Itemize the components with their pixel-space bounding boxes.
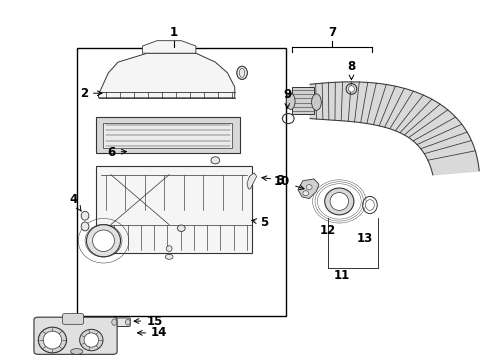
Ellipse shape [71,348,82,354]
Text: 14: 14 [137,327,167,339]
Text: 6: 6 [107,146,126,159]
Bar [77,48,285,316]
Text: 5: 5 [251,216,268,229]
Ellipse shape [80,329,103,351]
Ellipse shape [324,188,353,215]
Bar [96,117,239,153]
Ellipse shape [286,93,294,109]
Ellipse shape [305,185,311,190]
Text: 3: 3 [262,174,284,186]
Bar [96,166,251,253]
Ellipse shape [43,331,61,349]
Polygon shape [297,179,318,199]
Ellipse shape [81,211,89,220]
Polygon shape [309,82,478,175]
Bar [291,87,313,114]
Ellipse shape [210,157,219,164]
Ellipse shape [38,327,66,353]
Ellipse shape [92,230,114,251]
Ellipse shape [236,66,247,80]
Text: 2: 2 [80,87,102,100]
Text: 4: 4 [69,193,81,211]
Ellipse shape [166,246,172,251]
Text: 1: 1 [170,26,178,39]
Text: 12: 12 [319,224,336,237]
Text: 13: 13 [356,233,372,246]
FancyBboxPatch shape [34,317,117,354]
Text: 7: 7 [327,26,335,39]
Text: 10: 10 [273,175,304,190]
Ellipse shape [329,193,348,210]
Ellipse shape [125,319,130,325]
Ellipse shape [302,191,308,196]
Text: 9: 9 [283,89,291,108]
Ellipse shape [348,86,354,92]
FancyBboxPatch shape [62,314,83,324]
Ellipse shape [81,222,89,231]
Ellipse shape [165,254,173,259]
Ellipse shape [86,225,120,257]
Polygon shape [246,173,256,189]
Text: 8: 8 [346,60,355,80]
Ellipse shape [311,94,321,111]
FancyBboxPatch shape [112,318,130,327]
Polygon shape [99,53,234,98]
Ellipse shape [84,333,99,347]
Ellipse shape [112,319,116,325]
Ellipse shape [177,225,185,231]
Text: 11: 11 [333,269,349,282]
Ellipse shape [365,200,373,210]
Polygon shape [142,41,196,53]
Bar [103,123,232,148]
Text: 15: 15 [134,315,163,328]
